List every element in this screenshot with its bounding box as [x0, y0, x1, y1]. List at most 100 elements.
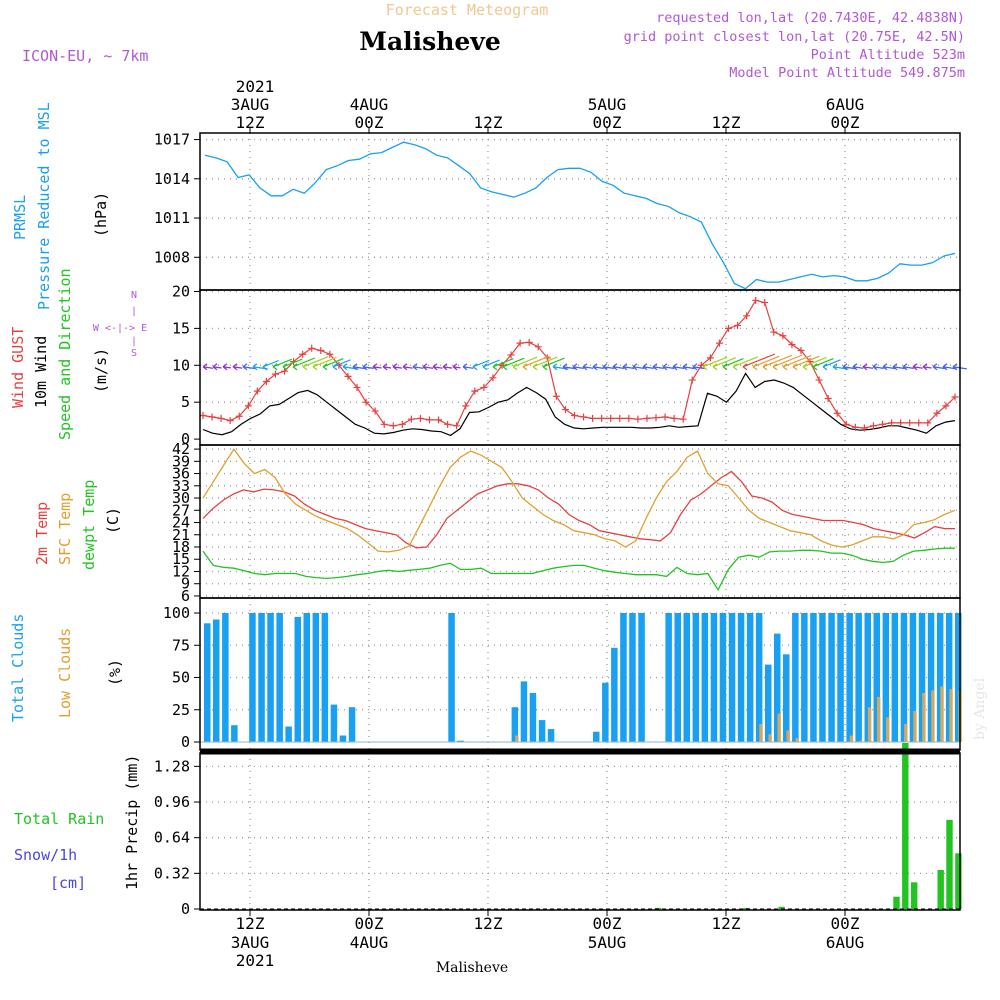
cloud-total-bar: [837, 613, 844, 742]
cloud-total-bar: [882, 613, 890, 742]
wind-gust-point: [271, 370, 279, 378]
wind-gust-point: [244, 402, 252, 410]
bottom-time-label: 6AUG: [826, 933, 865, 952]
wind-gust-point: [299, 350, 307, 358]
wind-direction-arrow: [412, 363, 424, 371]
wind-gust-point: [453, 422, 461, 430]
wind-gust-point: [253, 387, 261, 395]
wind-10m-label: 10m Wind: [32, 336, 50, 408]
cloud-total-bar: [710, 613, 718, 742]
wind-gust-point: [679, 415, 687, 423]
cloud-total-bar: [312, 613, 320, 742]
top-time-label: 4AUG: [350, 95, 389, 114]
wind-gust-point: [860, 424, 868, 432]
wind-direction-arrow: [542, 357, 565, 371]
precip-snow-unit: [cm]: [50, 874, 86, 892]
wind-gust-point: [788, 341, 796, 349]
temp-y-tick-label: 15: [172, 550, 190, 568]
cloud-low-bar: [777, 713, 781, 742]
temp-y-tick-label: 21: [172, 526, 190, 544]
wind-direction-arrow: [912, 363, 923, 371]
precip-y-tick-label: 1.28: [154, 757, 190, 775]
model-point-altitude: Model Point Altitude 549.875m: [729, 65, 965, 81]
wind-direction-arrow: [302, 356, 329, 371]
wind-gust-point: [598, 414, 606, 422]
wind-gust-point: [507, 351, 515, 359]
cloud-total-bar: [339, 735, 347, 742]
cloud-total-bar: [276, 613, 283, 742]
bottom-time-label: 00Z: [355, 914, 384, 933]
cloud-low-bar: [949, 689, 953, 742]
clouds-y-tick-label: 0: [181, 733, 190, 751]
bottom-time-label: 5AUG: [588, 933, 627, 952]
clouds-y-tick-label: 75: [172, 636, 190, 654]
cloud-total-bar: [955, 613, 962, 742]
wind-gust-point: [435, 416, 443, 424]
top-time-label: 00Z: [355, 113, 384, 132]
wind-gust-point: [525, 338, 533, 346]
compass-lower-bar: |: [131, 336, 137, 347]
precip-bar: [955, 853, 962, 909]
bottom-time-label: 00Z: [831, 914, 860, 933]
wind-direction-arrow: [372, 363, 382, 371]
wind-direction-arrow: [322, 358, 344, 371]
wind-gust-point: [915, 419, 923, 427]
wind-direction-arrow: [502, 357, 525, 371]
wind-direction-arrow: [362, 363, 374, 371]
wind-direction-arrow: [532, 356, 558, 371]
wind-direction-arrow: [892, 363, 905, 371]
cloud-total-bar: [231, 725, 238, 742]
cloud-total-bar: [945, 613, 953, 742]
wind-direction-arrow: [752, 355, 780, 371]
wind-direction-arrow: [562, 363, 576, 371]
wind-gust-point: [706, 354, 714, 362]
clouds-total-label: Total Clouds: [9, 614, 27, 722]
wind-y-tick-label: 20: [172, 282, 190, 300]
wind-direction-arrow: [782, 354, 812, 371]
wind-direction-arrow: [922, 363, 932, 371]
top-year-label: 2021: [236, 77, 275, 96]
wind-direction-arrow: [712, 357, 737, 371]
cloud-low-bar: [786, 730, 790, 742]
wind-direction-arrow: [652, 363, 664, 371]
wind-gust-point: [634, 415, 642, 423]
cloud-total-bar: [629, 613, 636, 742]
cloud-total-bar: [701, 613, 709, 742]
cloud-total-bar: [674, 613, 681, 742]
wind-gust-point: [661, 413, 669, 421]
bottom-time-label: 12Z: [712, 914, 741, 933]
compass-upper-bar: |: [131, 306, 137, 317]
wind-direction-arrow: [692, 363, 705, 371]
panel-labels: PRMSL Pressure Reduced to MSL (hPa) Wind…: [9, 102, 147, 892]
precip-y-tick-label: 0.96: [154, 793, 190, 811]
temp-y-tick-label: 6: [181, 587, 190, 605]
cloud-total-bar: [783, 654, 790, 742]
temp-sfc-line: [202, 447, 956, 553]
footer-location: Malisheve: [436, 960, 508, 976]
temp-unit: (C): [104, 507, 122, 534]
temp-y-tick-label: 36: [172, 465, 190, 483]
bottom-year-label: 2021: [236, 951, 275, 970]
cloud-total-bar: [855, 613, 862, 742]
wind-gust-point: [317, 347, 325, 355]
wind-y-tick-label: 0: [181, 430, 190, 448]
wind-gust-point: [652, 414, 660, 422]
top-time-label: 00Z: [831, 113, 860, 132]
wind-direction-arrow: [802, 356, 827, 371]
precip-y-tick-label: 0.32: [154, 864, 190, 882]
wind-direction-arrow: [582, 363, 594, 371]
cloud-total-bar: [529, 693, 537, 742]
cloud-low-bar: [886, 717, 890, 742]
bottom-time-label: 12Z: [236, 914, 265, 933]
cloud-total-bar: [520, 681, 528, 742]
wind-direction-arrow: [272, 358, 293, 371]
wind-direction-arrow: [492, 358, 514, 371]
top-time-label: 12Z: [474, 113, 503, 132]
top-time-label: 12Z: [236, 113, 265, 132]
wind-direction-arrow: [432, 363, 443, 371]
wind-direction-arrow: [612, 363, 625, 371]
wind-gust-point: [770, 328, 778, 336]
temp-y-tick-label: 33: [172, 477, 190, 495]
wind-direction-arrow: [332, 359, 351, 371]
